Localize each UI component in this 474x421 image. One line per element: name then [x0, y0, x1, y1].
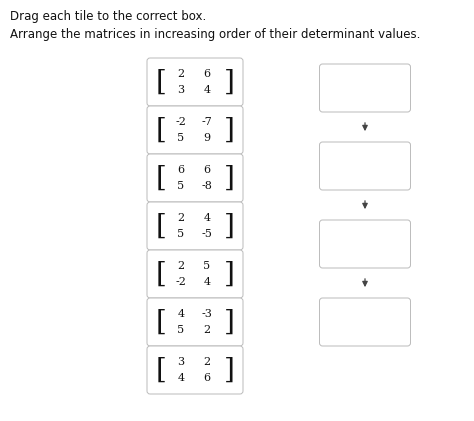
Text: [: [	[155, 117, 166, 144]
FancyBboxPatch shape	[147, 202, 243, 250]
Text: -7: -7	[201, 117, 212, 127]
Text: [: [	[155, 69, 166, 96]
Text: ]: ]	[224, 261, 235, 288]
Text: ]: ]	[224, 165, 235, 192]
FancyBboxPatch shape	[319, 220, 410, 268]
Text: [: [	[155, 357, 166, 384]
FancyBboxPatch shape	[147, 106, 243, 154]
Text: -5: -5	[201, 229, 212, 239]
Text: 6: 6	[203, 165, 210, 175]
Text: [: [	[155, 165, 166, 192]
Text: [: [	[155, 261, 166, 288]
Text: [: [	[155, 309, 166, 336]
Text: 4: 4	[177, 373, 184, 383]
Text: 4: 4	[203, 277, 210, 287]
Text: 2: 2	[203, 357, 210, 367]
Text: [: [	[155, 213, 166, 240]
FancyBboxPatch shape	[147, 298, 243, 346]
Text: -2: -2	[175, 117, 186, 127]
Text: 6: 6	[203, 69, 210, 79]
FancyBboxPatch shape	[147, 154, 243, 202]
FancyBboxPatch shape	[319, 64, 410, 112]
Text: 5: 5	[177, 133, 184, 143]
FancyBboxPatch shape	[319, 142, 410, 190]
Text: 5: 5	[203, 261, 210, 271]
Text: 4: 4	[177, 309, 184, 319]
Text: 5: 5	[177, 181, 184, 191]
Text: 4: 4	[203, 213, 210, 223]
Text: 9: 9	[203, 133, 210, 143]
FancyBboxPatch shape	[147, 58, 243, 106]
FancyBboxPatch shape	[147, 250, 243, 298]
Text: ]: ]	[224, 69, 235, 96]
Text: 2: 2	[177, 69, 184, 79]
Text: 2: 2	[203, 325, 210, 335]
Text: Arrange the matrices in increasing order of their determinant values.: Arrange the matrices in increasing order…	[10, 28, 420, 41]
Text: 3: 3	[177, 85, 184, 95]
Text: 3: 3	[177, 357, 184, 367]
Text: 4: 4	[203, 85, 210, 95]
Text: 2: 2	[177, 261, 184, 271]
Text: ]: ]	[224, 117, 235, 144]
Text: 2: 2	[177, 213, 184, 223]
Text: 5: 5	[177, 229, 184, 239]
Text: Drag each tile to the correct box.: Drag each tile to the correct box.	[10, 10, 206, 23]
Text: ]: ]	[224, 309, 235, 336]
FancyBboxPatch shape	[147, 346, 243, 394]
Text: 6: 6	[203, 373, 210, 383]
Text: ]: ]	[224, 357, 235, 384]
Text: ]: ]	[224, 213, 235, 240]
Text: 6: 6	[177, 165, 184, 175]
Text: -3: -3	[201, 309, 212, 319]
Text: 5: 5	[177, 325, 184, 335]
FancyBboxPatch shape	[319, 298, 410, 346]
Text: -8: -8	[201, 181, 212, 191]
Text: -2: -2	[175, 277, 186, 287]
